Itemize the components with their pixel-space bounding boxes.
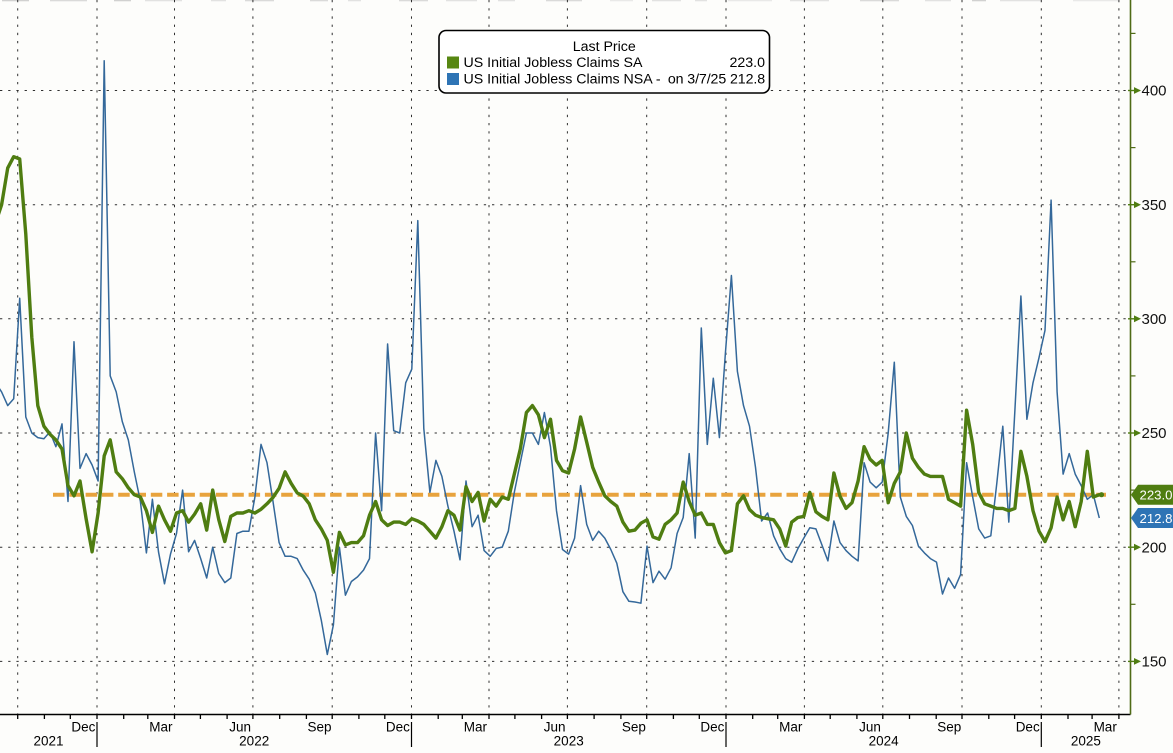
svg-text:212.8: 212.8 [1140,511,1173,526]
svg-text:Dec: Dec [386,720,410,735]
svg-text:250: 250 [1142,425,1167,442]
svg-text:2021: 2021 [33,734,63,749]
svg-text:223.0: 223.0 [729,55,765,71]
svg-text:on 3/7/25 212.8: on 3/7/25 212.8 [668,72,765,88]
svg-text:Dec: Dec [700,720,724,735]
svg-text:Mar: Mar [779,720,803,735]
svg-text:Jun: Jun [229,720,251,735]
svg-text:Last Price: Last Price [573,39,636,55]
svg-text:150: 150 [1142,654,1167,671]
svg-text:US Initial Jobless Claims NSA: US Initial Jobless Claims NSA - [464,72,661,88]
svg-text:Mar: Mar [1094,720,1118,735]
svg-text:Sep: Sep [937,720,961,735]
svg-text:223.0: 223.0 [1140,488,1173,503]
svg-text:Mar: Mar [149,720,173,735]
svg-text:US Initial Jobless Claims SA: US Initial Jobless Claims SA [464,55,644,71]
svg-text:Sep: Sep [622,720,646,735]
svg-text:Sep: Sep [307,720,331,735]
svg-text:Mar: Mar [464,720,488,735]
svg-text:Jun: Jun [544,720,566,735]
svg-text:Dec: Dec [1016,720,1040,735]
svg-text:2023: 2023 [554,734,584,749]
svg-text:Dec: Dec [71,720,95,735]
svg-text:2024: 2024 [869,734,900,749]
svg-text:350: 350 [1142,197,1167,214]
svg-text:Jun: Jun [859,720,881,735]
svg-text:2022: 2022 [239,734,269,749]
svg-text:200: 200 [1142,539,1167,556]
svg-text:400: 400 [1142,83,1167,100]
svg-text:300: 300 [1142,311,1167,328]
svg-text:2025: 2025 [1071,734,1101,749]
